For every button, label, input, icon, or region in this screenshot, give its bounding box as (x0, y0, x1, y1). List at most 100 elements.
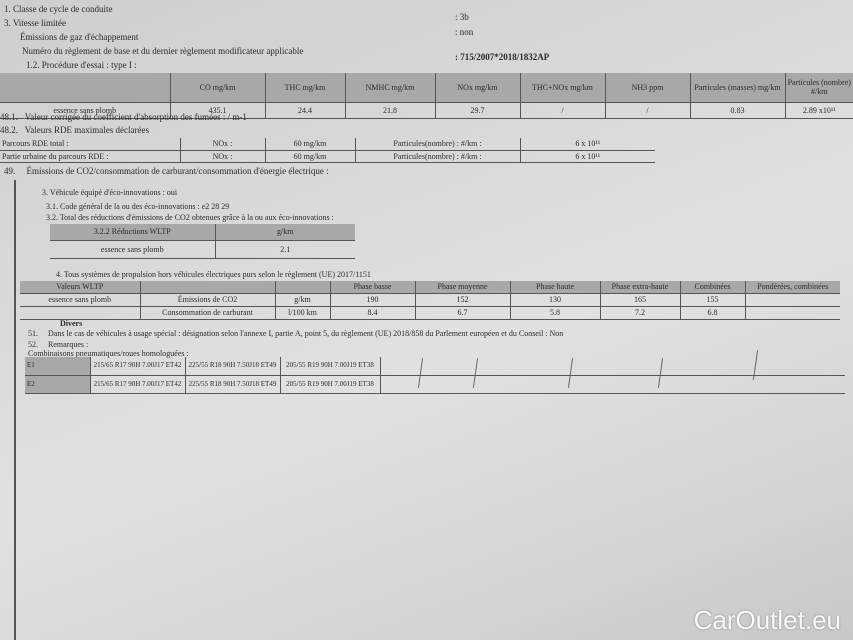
item-speed: 3. Vitesse limitée (4, 18, 67, 28)
table-cell: Phase basse (329, 281, 415, 293)
table-cell: 24.4 (264, 102, 345, 118)
table-cell (379, 375, 845, 393)
table-cell: Parcours RDE total : (2, 139, 69, 149)
table-cell: E1 (25, 357, 90, 375)
table-cell: NH3 ppm (604, 73, 690, 102)
table-cell: Particules (masses) mg/km (689, 73, 785, 102)
table-row: 3.2.2 Réductions WLTP g/km (50, 224, 355, 240)
table-cell: 130 (509, 293, 600, 306)
item-51: 51. Dans le cas de véhicules à usage spé… (28, 329, 564, 338)
item-48-2: 48.2. Valeurs RDE maximales déclarées (0, 125, 149, 135)
emissions-table: CO mg/km THC mg/km NMHC mg/km NOx mg/km THC+… (0, 73, 853, 119)
item-48-1: 48.1. Valeur corrigée du coefficient d'a… (0, 112, 247, 122)
table-cell: essence sans plomb (100, 244, 164, 254)
table-cell: 3.2.2 Réductions WLTP (50, 224, 215, 240)
table-row: Consommation de carburant l/100 km 8.4 6.7 5… (20, 306, 840, 319)
table-cell: 205/55 R19 90H 7.00J19 ET38 (279, 357, 380, 375)
table-cell: Valeurs WLTP (20, 281, 140, 293)
table-cell: g/km (214, 224, 355, 240)
table-cell: g/km (274, 293, 330, 306)
table-cell: 21.8 (344, 102, 435, 118)
table-row: CO mg/km THC mg/km NMHC mg/km NOx mg/km THC+… (0, 73, 853, 102)
table-cell: 60 mg/km (264, 138, 355, 150)
table-cell (744, 293, 840, 306)
table-row: essence sans plomb Émissions de CO2 g/km 19… (20, 293, 840, 306)
table-cell: 205/55 R19 90H 7.00J19 ET38 (279, 375, 380, 393)
table-cell: 5.8 (509, 306, 600, 319)
table-cell: Émissions de CO2 (139, 293, 275, 306)
tyres-table: E1 215/65 R17 90H 7.00J17 ET42 225/55 R18 … (25, 357, 845, 394)
table-cell: 29.7 (434, 102, 520, 118)
table-cell (20, 306, 140, 319)
table-cell: 6.7 (414, 306, 510, 319)
eco-innovation: 3. Véhicule équipé d'éco-innovations : o… (42, 188, 178, 197)
table-cell: 225/55 R18 90H 7.50J18 ET49 (184, 375, 280, 393)
value-class: : 3b (455, 12, 469, 22)
table-cell (0, 73, 170, 102)
table-cell: Combinées (679, 281, 745, 293)
table-cell: Partie urbaine du parcours RDE : (2, 151, 109, 161)
table-cell: 215/65 R17 90H 7.00J17 ET42 (89, 375, 185, 393)
value-regulation: : 715/2007*2018/1832AP (455, 52, 550, 62)
table-cell (274, 281, 330, 293)
item-procedure: 1.2. Procédure d'essai : type I : (26, 60, 137, 70)
table-cell: 6 x 10¹¹ (519, 138, 655, 150)
table-cell (379, 357, 845, 375)
table-cell: THC+NOx mg/km (519, 73, 605, 102)
table-cell: Phase extra-haute (599, 281, 680, 293)
table-cell: 152 (414, 293, 510, 306)
table-cell: 215/65 R17 90H 7.00J17 ET42 (89, 357, 185, 375)
table-row: E2 215/65 R17 90H 7.00J17 ET42 225/55 R18 … (25, 375, 845, 393)
table-cell: E2 (25, 375, 90, 393)
wltp-title: 4. Tous systèmes de propulsion hors véhi… (56, 270, 371, 279)
table-cell: 225/55 R18 90H 7.50J18 ET49 (184, 357, 280, 375)
wltp-table: Valeurs WLTP Phase basse Phase moyenne Phas… (20, 281, 840, 320)
eco-table: 3.2.2 Réductions WLTP g/km essence sans pl… (50, 224, 355, 259)
table-cell: Particules (nombre) #/km (784, 73, 853, 102)
table-cell: THC mg/km (264, 73, 345, 102)
item-49: 49. Émissions de CO2/consommation de car… (4, 166, 329, 176)
watermark-logo: CarOutlet.eu (693, 605, 841, 635)
table-cell: NOx : (179, 138, 265, 150)
item-52: 52. Remarques : (28, 340, 89, 349)
table-cell: 60 mg/km (264, 150, 355, 162)
eco-total: 3.2. Total des réductions d'émissions de… (46, 213, 334, 222)
table-cell: 2.89 x10¹¹ (784, 102, 853, 118)
item-emissions: Émissions de gaz d'échappement (20, 32, 139, 42)
table-cell: Phase moyenne (414, 281, 510, 293)
table-cell: Consommation de carburant (139, 306, 275, 319)
table-cell: 435.1 (169, 102, 265, 118)
table-cell: l/100 km (274, 306, 330, 319)
table-cell: essence sans plomb (53, 105, 117, 115)
table-cell: NMHC mg/km (344, 73, 435, 102)
item-class: 1. Classe de cycle de conduite (4, 4, 113, 14)
table-row: Parcours RDE total : NOx :60 mg/km Particu… (0, 138, 655, 150)
table-row: essence sans plomb 435.1 24.4 21.8 29.7//0.8… (0, 102, 853, 118)
table-cell (744, 306, 840, 319)
table-cell: 2.1 (214, 240, 355, 258)
table-cell: CO mg/km (169, 73, 265, 102)
table-cell: NOx mg/km (434, 73, 520, 102)
table-cell: 165 (599, 293, 680, 306)
table-cell: 6.8 (679, 306, 745, 319)
table-row: E1 215/65 R17 90H 7.00J17 ET42 225/55 R18 … (25, 357, 845, 375)
table-cell: 190 (329, 293, 415, 306)
table-cell: essence sans plomb (48, 295, 112, 304)
tyres-title: Combinaisons pneumatiques/roues homologu… (28, 349, 189, 358)
table-cell: 155 (679, 293, 745, 306)
table-row: Valeurs WLTP Phase basse Phase moyenne Phas… (20, 281, 840, 293)
table-cell: Particules(nombre) : #/km : (354, 138, 520, 150)
table-cell: Pondérées, combinées (744, 281, 840, 293)
value-speed: : non (455, 27, 474, 37)
divers-title: Divers (60, 319, 83, 328)
table-cell: 6 x 10¹¹ (519, 150, 655, 162)
table-cell: NOx : (179, 150, 265, 162)
table-cell: 7.2 (599, 306, 680, 319)
table-cell: 0.83 (689, 102, 785, 118)
table-cell: / (604, 102, 690, 118)
table-row: essence sans plomb 2.1 (50, 240, 355, 258)
item-regulation: Numéro du règlement de base et du dernie… (22, 46, 304, 56)
table-row: Partie urbaine du parcours RDE : NOx :60 … (0, 150, 655, 162)
table-cell: Particules(nombre) : #/km : (354, 150, 520, 162)
rde-table: Parcours RDE total : NOx :60 mg/km Particu… (0, 138, 655, 163)
